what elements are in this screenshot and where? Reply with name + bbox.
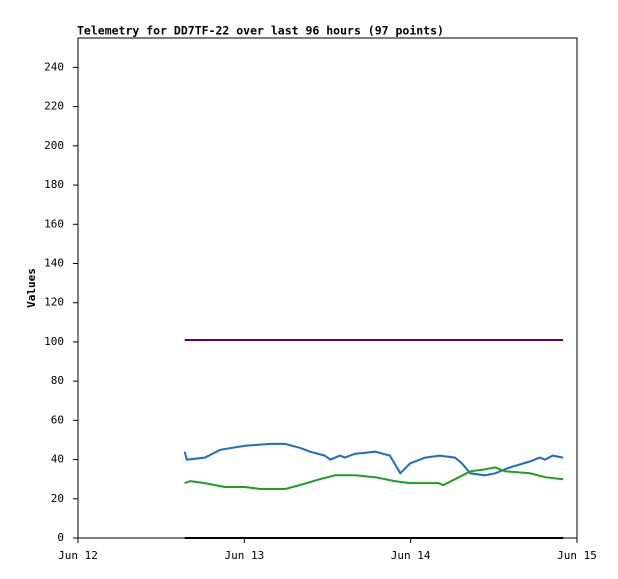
x-tick-label: Jun 13 (224, 549, 264, 562)
y-tick-label: 120 (44, 296, 64, 309)
plot-frame (77, 37, 578, 539)
y-tick-label: 200 (44, 139, 64, 152)
y-tick-label: 20 (51, 492, 64, 505)
y-tick-label: 180 (44, 178, 64, 191)
y-tick-label: 80 (51, 374, 64, 387)
y-tick-label: 60 (51, 413, 64, 426)
y-tick-label: 100 (44, 335, 64, 348)
y-tick-label: 220 (44, 100, 64, 113)
y-tick-label: 40 (51, 453, 64, 466)
series-line (183, 442, 564, 477)
x-tick-label: Jun 15 (557, 549, 597, 562)
chart-title: Telemetry for DD7TF-22 over last 96 hour… (77, 24, 444, 38)
x-tick-label: Jun 12 (58, 549, 98, 562)
y-tick-label: 240 (44, 60, 64, 73)
y-tick-label: 160 (44, 217, 64, 230)
y-tick-label: 0 (57, 531, 64, 544)
series-line (184, 466, 564, 490)
y-axis-label: Values (25, 268, 38, 308)
x-tick-label: Jun 14 (391, 549, 431, 562)
y-tick-label: 140 (44, 256, 64, 269)
